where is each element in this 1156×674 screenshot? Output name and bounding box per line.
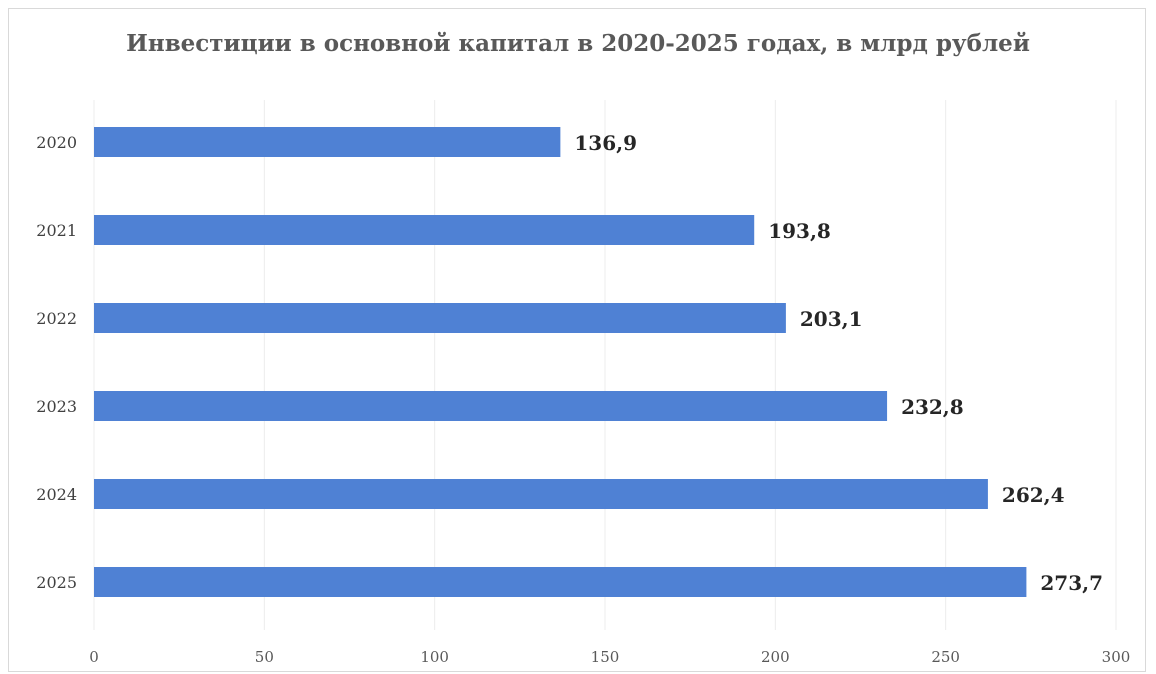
category-label-2020: 2020 — [36, 133, 77, 152]
category-label-2022: 2022 — [36, 309, 77, 328]
category-label-2024: 2024 — [36, 485, 77, 504]
data-label-2021: 193,8 — [768, 219, 831, 243]
x-tick-label-200: 200 — [761, 648, 790, 666]
x-tick-label-50: 50 — [255, 648, 274, 666]
bar-2021 — [94, 215, 755, 245]
bar-2022 — [94, 303, 786, 333]
bar-2025 — [94, 567, 1027, 597]
data-label-2024: 262,4 — [1002, 483, 1065, 507]
x-tick-label-300: 300 — [1102, 648, 1131, 666]
data-label-2023: 232,8 — [901, 395, 964, 419]
category-label-2023: 2023 — [36, 397, 77, 416]
x-tick-label-150: 150 — [591, 648, 620, 666]
chart-frame — [8, 8, 1146, 672]
category-label-2025: 2025 — [36, 573, 77, 592]
x-tick-label-250: 250 — [931, 648, 960, 666]
x-tick-label-100: 100 — [420, 648, 449, 666]
data-label-2025: 273,7 — [1040, 571, 1103, 595]
data-label-2020: 136,9 — [574, 131, 637, 155]
x-tick-label-0: 0 — [89, 648, 99, 666]
bar-2023 — [94, 391, 888, 421]
bar-2024 — [94, 479, 988, 509]
chart-title: Инвестиции в основной капитал в 2020-202… — [126, 30, 1030, 57]
data-label-2022: 203,1 — [800, 307, 863, 331]
category-label-2021: 2021 — [36, 221, 77, 240]
bar-2020 — [94, 127, 561, 157]
